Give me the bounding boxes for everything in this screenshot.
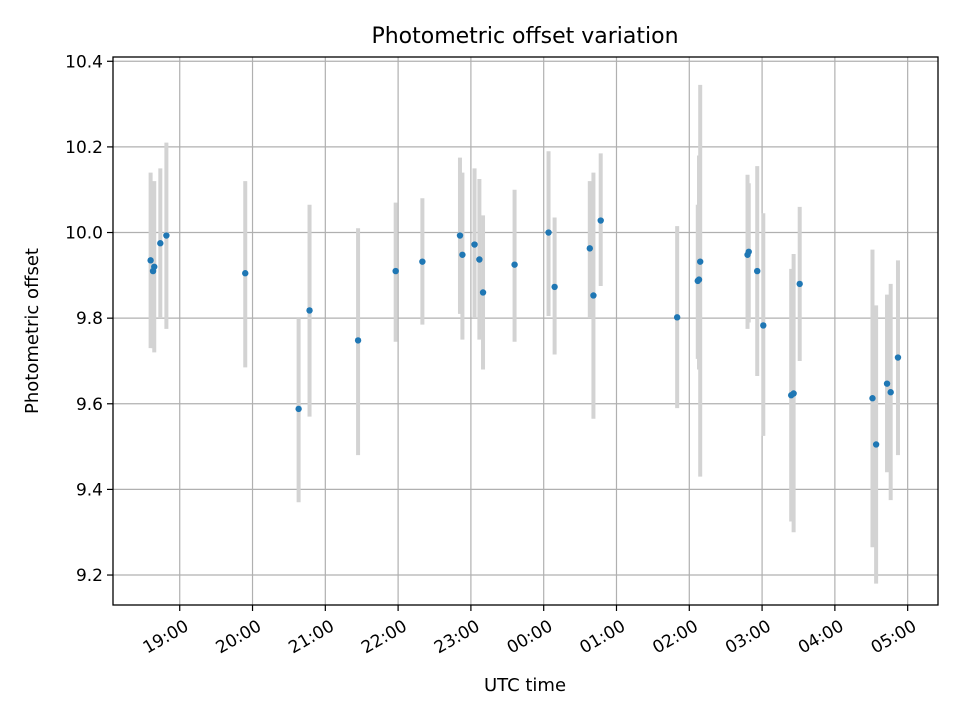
data-point xyxy=(894,354,902,361)
data-point xyxy=(157,240,164,247)
data-point xyxy=(597,217,604,224)
y-tick-label: 10.0 xyxy=(65,224,103,244)
data-point xyxy=(872,441,880,448)
data-points xyxy=(147,217,902,448)
data-point xyxy=(295,405,302,413)
data-point xyxy=(887,389,894,396)
data-point xyxy=(476,256,483,263)
data-point xyxy=(456,232,464,239)
data-point xyxy=(790,390,797,397)
data-point xyxy=(754,267,761,275)
data-point xyxy=(745,248,752,255)
y-tick-label: 10.2 xyxy=(65,138,103,158)
data-point xyxy=(760,322,767,329)
plot-frame xyxy=(112,56,939,606)
data-point xyxy=(697,258,704,265)
data-point xyxy=(586,245,594,252)
data-point xyxy=(242,270,249,277)
data-point xyxy=(673,314,681,321)
y-tick-label: 9.8 xyxy=(76,309,103,329)
y-tick-label: 9.6 xyxy=(76,395,103,415)
y-tick-label: 10.4 xyxy=(65,52,103,72)
data-point xyxy=(459,251,466,258)
data-point xyxy=(869,395,876,402)
x-axis-label: UTC time xyxy=(484,675,566,696)
data-point xyxy=(147,257,154,264)
data-point xyxy=(306,307,313,314)
data-point xyxy=(511,261,518,268)
y-tick-label: 9.4 xyxy=(76,480,103,500)
y-axis-label: Photometric offset xyxy=(22,248,43,414)
data-point xyxy=(590,292,597,299)
data-point xyxy=(695,276,703,283)
data-point xyxy=(419,258,426,265)
data-point xyxy=(151,263,158,270)
data-point xyxy=(392,267,399,275)
grid xyxy=(113,57,938,605)
data-point xyxy=(471,241,478,248)
y-tick-label: 9.2 xyxy=(76,566,103,586)
data-point xyxy=(796,280,803,288)
data-point xyxy=(163,232,170,239)
y-axis-ticks: 9.2 9.4 9.6 9.8 10.0 10.2 10.4 xyxy=(65,52,113,586)
chart-title: Photometric offset variation xyxy=(371,24,678,49)
data-point xyxy=(545,229,552,236)
data-point xyxy=(883,380,891,387)
data-point xyxy=(354,337,362,344)
data-point xyxy=(551,283,558,291)
data-point xyxy=(479,289,487,296)
